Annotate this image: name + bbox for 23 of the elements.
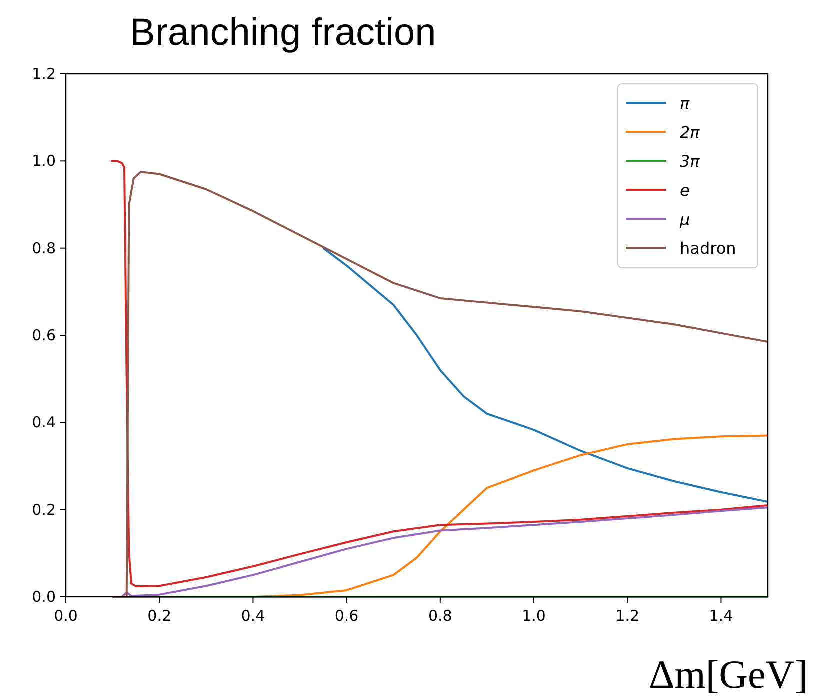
legend-label: 2π [680, 123, 700, 142]
x-axis-title: Δm[GeV] [648, 652, 808, 697]
y-tick-label: 0.8 [32, 239, 56, 258]
y-tick-label: 0.4 [32, 414, 56, 432]
legend-label: hadron [680, 239, 736, 258]
x-tick-label: 1.0 [522, 607, 546, 625]
y-tick-label: 0.6 [32, 326, 56, 344]
legend-label: 3π [680, 152, 700, 171]
y-tick-label: 1.0 [32, 152, 56, 170]
y-tick-label: 0.2 [32, 500, 56, 519]
legend-label: μ [679, 210, 690, 229]
x-tick-label: 1.2 [616, 607, 640, 625]
y-tick-label: 0.0 [32, 588, 56, 606]
chart-title: Branching fraction [130, 12, 436, 54]
x-tick-label: 1.4 [709, 607, 734, 625]
x-tick-label: 0.8 [428, 607, 452, 625]
y-tick-label: 1.2 [32, 65, 56, 83]
x-tick-label: 0.2 [148, 607, 172, 625]
x-tick-label: 0.6 [334, 607, 359, 625]
x-tick-label: 0.0 [54, 607, 78, 625]
legend-label: e [680, 181, 690, 200]
x-tick-label: 0.4 [241, 607, 266, 625]
legend-label: π [680, 94, 690, 113]
